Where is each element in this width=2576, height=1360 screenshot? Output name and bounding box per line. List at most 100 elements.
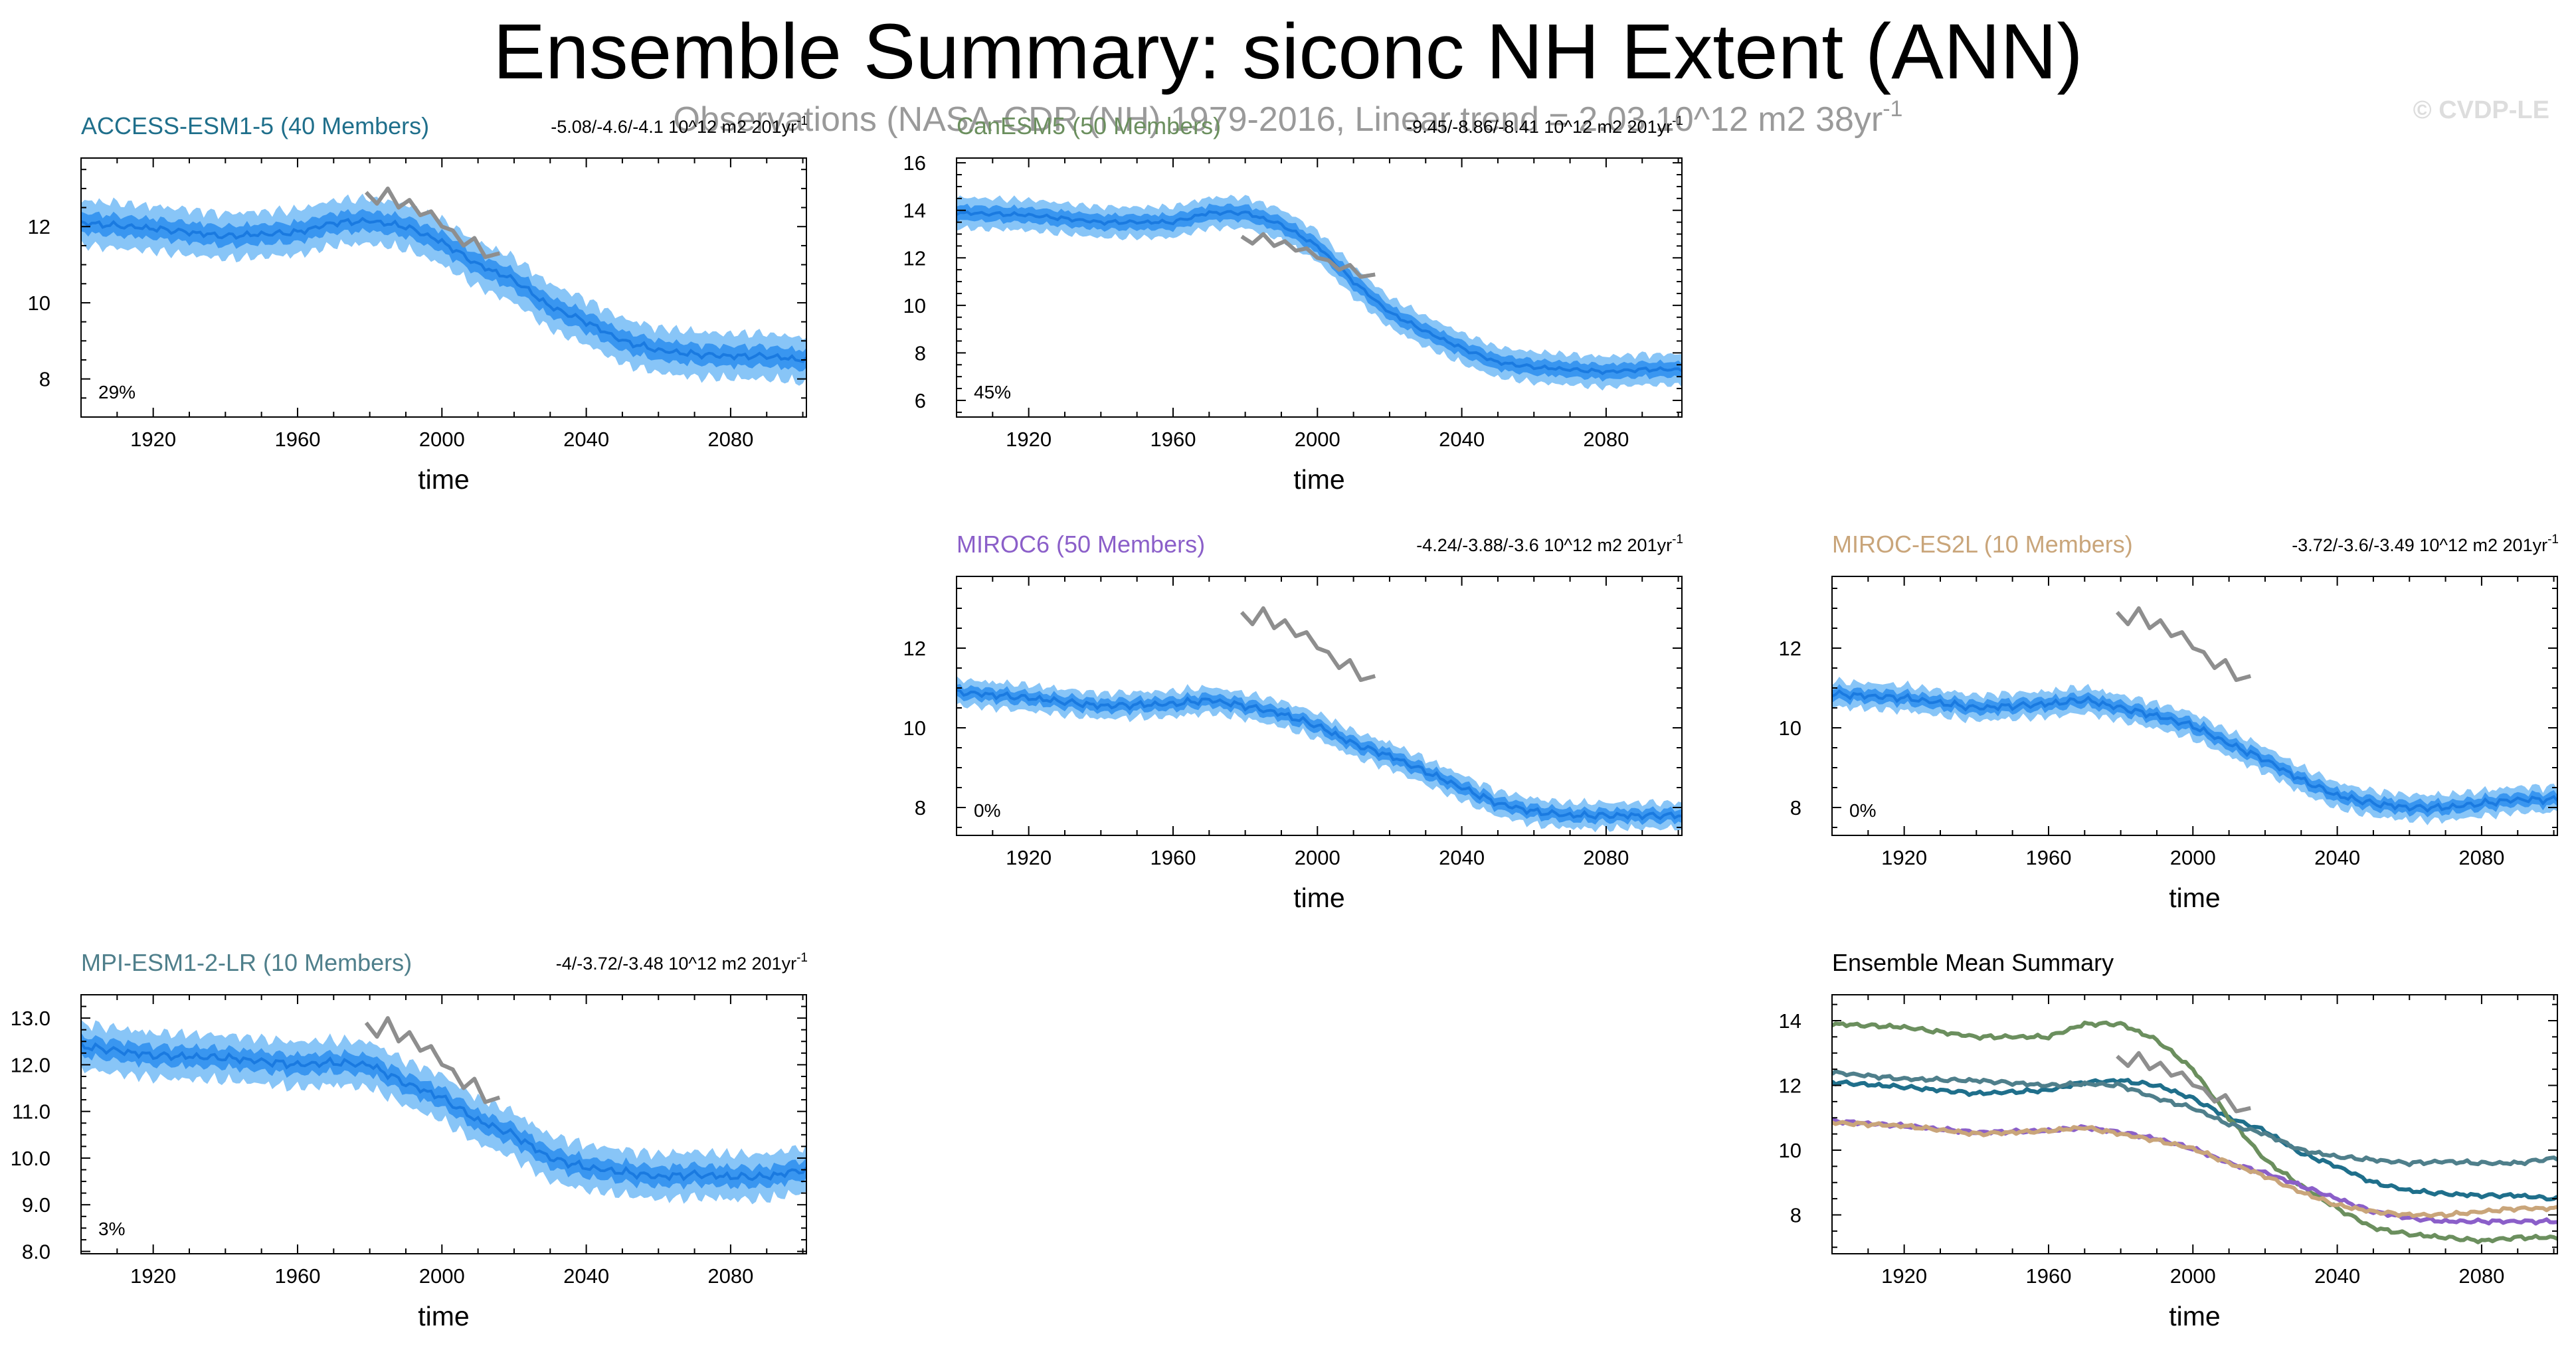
plot-frame [1831, 576, 2558, 836]
panel-title: MIROC6 (50 Members) [957, 531, 1205, 558]
plot-data [957, 195, 1682, 391]
x-axis-label: time [418, 1301, 469, 1331]
trend-text-sup: -1 [796, 951, 808, 965]
plot-frame [80, 994, 807, 1254]
x-tick-label: 2000 [2170, 846, 2216, 869]
observations-line [364, 1016, 501, 1104]
y-tick-label: 12 [903, 246, 926, 270]
x-axis-label: time [1293, 883, 1344, 913]
ensemble-mean-line [1832, 689, 2557, 813]
plot-data [81, 186, 806, 386]
plot-frame [80, 157, 807, 418]
x-tick-label: 1920 [1881, 846, 1927, 869]
x-tick-label: 1960 [1150, 846, 1196, 869]
y-tick-label: 11.0 [12, 1100, 50, 1124]
y-tick-label: 8.0 [22, 1240, 50, 1263]
observations-line [2116, 1051, 2251, 1114]
percent-label: 3% [98, 1219, 125, 1239]
trend-text-sup: -1 [1672, 533, 1683, 547]
y-tick-label: 10 [1779, 717, 1801, 740]
y-tick-label: 8 [39, 368, 50, 391]
y-tick-label: 14 [903, 199, 926, 222]
y-tick-label: 9.0 [22, 1193, 50, 1217]
x-tick-label: 2040 [2314, 1264, 2360, 1288]
trend-text: -3.72/-3.6/-3.49 10^12 m2 201yr-1 [2292, 533, 2559, 555]
observations-subtitle: Observations (NASA-CDR (NH) 1979-2016, L… [674, 96, 1903, 139]
series-line-canesm5 [1832, 1020, 2557, 1244]
y-tick-label: 8 [1790, 1204, 1801, 1227]
trend-text: -5.08/-4.6/-4.1 10^12 m2 201yr-1 [551, 114, 808, 137]
x-tick-label: 2080 [1583, 846, 1629, 869]
x-tick-label: 2000 [419, 428, 465, 451]
y-tick-label: 8 [1790, 796, 1801, 819]
x-tick-label: 1960 [274, 1264, 320, 1288]
x-tick-label: 2080 [1583, 428, 1629, 451]
series-line-mpi-esm1-2-lr [1832, 1069, 2557, 1167]
panels: ACCESS-ESM1-5 (40 Members) -5.08/-4.6/-4.… [11, 112, 2559, 1331]
trend-text-sup: -1 [2547, 533, 2559, 547]
x-tick-label: 2080 [2458, 846, 2504, 869]
y-tick-label: 10 [903, 717, 926, 740]
y-tick-label: 13.0 [11, 1007, 50, 1030]
x-tick-label: 2040 [1439, 428, 1485, 451]
figure-title: Ensemble Summary: siconc NH Extent (ANN) [493, 8, 2082, 96]
x-tick-label: 1920 [130, 428, 176, 451]
x-tick-label: 2040 [1439, 846, 1485, 869]
x-tick-label: 1920 [130, 1264, 176, 1288]
x-tick-label: 2080 [2458, 1264, 2504, 1288]
percent-label: 29% [98, 382, 136, 402]
plot-data [957, 606, 1682, 833]
trend-text-value: -4/-3.72/-3.48 10^12 m2 201yr [556, 954, 796, 974]
ensemble-spread-inner [81, 1032, 806, 1190]
trend-text-value: -3.72/-3.6/-3.49 10^12 m2 201yr [2292, 535, 2547, 555]
x-tick-label: 2000 [1295, 846, 1340, 869]
x-axis-label: time [1293, 464, 1344, 495]
trend-text-sup: -1 [1672, 114, 1683, 128]
y-tick-label: 16 [903, 151, 926, 175]
ensemble-mean-line [81, 1042, 806, 1181]
plot-data [1832, 606, 2557, 825]
panel-title: Ensemble Mean Summary [1832, 949, 2114, 976]
x-tick-label: 1920 [1006, 428, 1052, 451]
panel-miroc-es2l: MIROC-ES2L (10 Members) -3.72/-3.6/-3.49 … [1779, 531, 2559, 913]
x-tick-label: 1920 [1881, 1264, 1927, 1288]
y-tick-label: 8 [915, 796, 926, 819]
x-axis-label: time [418, 464, 469, 495]
panel-title: ACCESS-ESM1-5 (40 Members) [81, 112, 429, 139]
x-tick-label: 2040 [563, 1264, 609, 1288]
x-axis-label: time [2169, 883, 2220, 913]
x-tick-label: 2080 [707, 1264, 753, 1288]
ensemble-mean-line [81, 216, 806, 363]
panel-canesm5: CanESM5 (50 Members) -9.45/-8.86/-8.41 10… [903, 112, 1683, 495]
ensemble-mean-line [957, 210, 1682, 375]
trend-text: -4/-3.72/-3.48 10^12 m2 201yr-1 [556, 951, 808, 974]
trend-text-value: -4.24/-3.88/-3.6 10^12 m2 201yr [1416, 535, 1672, 555]
x-axis-label: time [2169, 1301, 2220, 1331]
series-line-miroc-es2l [1832, 1120, 2557, 1219]
x-tick-label: 2000 [2170, 1264, 2216, 1288]
x-tick-label: 2040 [563, 428, 609, 451]
copyright-text: © CVDP-LE [2413, 96, 2549, 124]
trend-text: -4.24/-3.88/-3.6 10^12 m2 201yr-1 [1416, 533, 1683, 555]
panel-title: CanESM5 (50 Members) [957, 112, 1221, 139]
x-tick-label: 2040 [2314, 846, 2360, 869]
plot-data [81, 1016, 806, 1205]
trend-text-value: -5.08/-4.6/-4.1 10^12 m2 201yr [551, 117, 796, 137]
observations-line [2115, 606, 2252, 682]
panel-access: ACCESS-ESM1-5 (40 Members) -5.08/-4.6/-4.… [28, 112, 808, 495]
plot-frame [1831, 994, 2558, 1254]
trend-text: -9.45/-8.86/-8.41 10^12 m2 201yr-1 [1406, 114, 1683, 137]
plot-frame [956, 576, 1683, 836]
percent-label: 45% [974, 382, 1011, 402]
panel-mpi: MPI-ESM1-2-LR (10 Members) -4/-3.72/-3.48… [11, 949, 808, 1331]
x-tick-label: 1920 [1006, 846, 1052, 869]
plot-frame [956, 157, 1683, 418]
y-tick-label: 14 [1779, 1009, 1801, 1033]
y-tick-label: 12 [1779, 637, 1801, 660]
y-tick-label: 10.0 [11, 1147, 50, 1170]
x-tick-label: 2000 [1295, 428, 1340, 451]
x-tick-label: 1960 [274, 428, 320, 451]
x-tick-label: 1960 [2025, 846, 2071, 869]
y-tick-label: 10 [903, 294, 926, 317]
